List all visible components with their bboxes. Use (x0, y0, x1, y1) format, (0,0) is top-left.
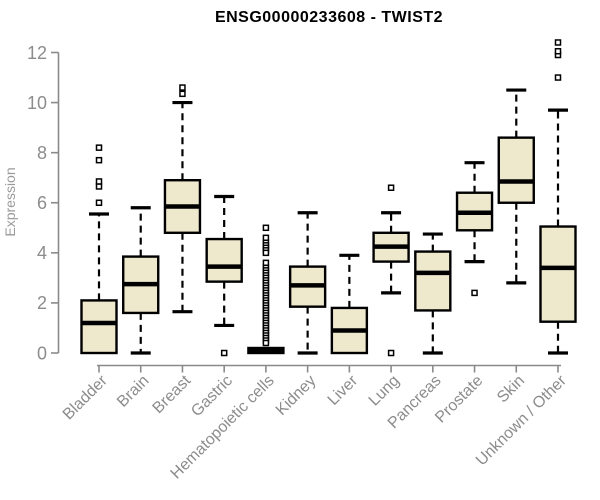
outlier-point (554, 39, 562, 46)
outlier-point (387, 349, 395, 357)
x-tick-label-brain: Brain (114, 372, 152, 410)
y-axis: 0 2 4 6 8 10 12 (27, 43, 60, 363)
x-tick-label-kidney: Kidney (273, 372, 320, 419)
boxplot-gastric (205, 194, 243, 357)
x-tick-label-liver: Liver (325, 372, 362, 409)
boxplot-pancreas (414, 232, 452, 355)
outlier-point (262, 339, 270, 347)
y-tick-label: 8 (37, 143, 47, 163)
iqr-box (414, 250, 452, 312)
boxplot-brain (122, 206, 160, 355)
outlier-point (95, 156, 103, 164)
iqr-box (80, 299, 118, 355)
outlier-point (262, 249, 270, 257)
chart-title: ENSG00000233608 - TWIST2 (215, 9, 443, 26)
boxplot-skin (497, 88, 535, 285)
outlier-point (471, 289, 478, 297)
outlier-point (95, 199, 103, 206)
outlier-point (220, 349, 228, 357)
iqr-box (205, 237, 243, 283)
boxplot-prostate (455, 161, 494, 297)
outlier-point (95, 178, 103, 185)
boxplot-kidney (288, 211, 327, 355)
y-tick-label: 0 (37, 343, 47, 363)
outlier-point (554, 47, 562, 55)
outlier-point (95, 183, 103, 190)
outlier-point (262, 234, 270, 242)
outlier-point (95, 144, 103, 151)
y-axis-title: Expression (2, 167, 18, 236)
x-tick-label-skin: Skin (494, 372, 528, 406)
x-tick-label-breast: Breast (150, 372, 195, 417)
plot-area: 0 2 4 6 8 10 12 Bladder BrainBreastGastricHemato… (27, 39, 577, 482)
iqr-box (497, 136, 535, 204)
boxplot-bladder (80, 144, 118, 355)
iqr-box (539, 225, 577, 323)
y-tick-label: 6 (37, 193, 47, 213)
y-tick-label: 2 (37, 293, 47, 313)
y-tick-label: 4 (37, 243, 47, 263)
outlier-point (179, 84, 186, 91)
outlier-point (262, 259, 270, 267)
outlier-point (262, 224, 270, 232)
outlier-point (387, 184, 395, 191)
x-tick-label-lung: Lung (366, 372, 403, 409)
y-tick-label: 12 (27, 43, 47, 63)
boxplot-liver (330, 253, 369, 355)
y-tick-label: 10 (27, 93, 47, 113)
boxplot-hematopoietic-cells (247, 224, 285, 355)
x-tick-label-bladder: Bladder (60, 372, 111, 423)
boxplot-unknown-other (539, 39, 577, 355)
boxplot-breast (163, 84, 202, 314)
boxplot-lung (372, 184, 410, 357)
outlier-point (554, 74, 562, 81)
outlier-point (179, 90, 186, 98)
